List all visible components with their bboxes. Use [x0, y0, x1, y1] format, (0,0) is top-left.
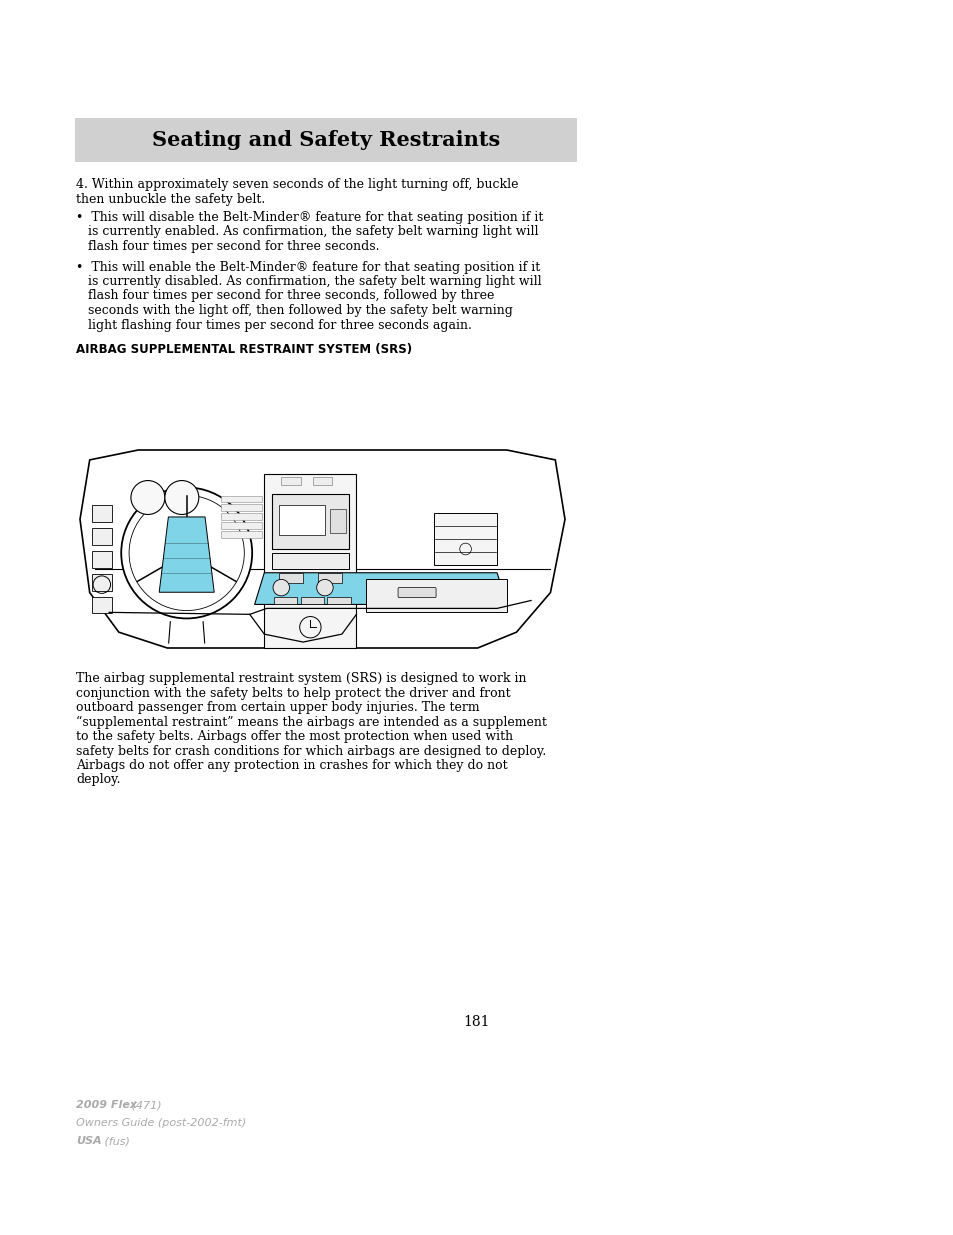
Bar	[220, 531, 262, 538]
Bar	[92, 505, 112, 522]
Text: outboard passenger from certain upper body injuries. The term: outboard passenger from certain upper bo…	[76, 701, 479, 714]
Circle shape	[273, 579, 289, 595]
Bar	[264, 474, 356, 648]
Bar	[92, 597, 112, 614]
Bar	[220, 522, 262, 530]
Text: 181: 181	[463, 1015, 490, 1029]
Bar	[272, 494, 349, 550]
Text: is currently enabled. As confirmation, the safety belt warning light will: is currently enabled. As confirmation, t…	[76, 226, 537, 238]
Text: “supplemental restraint” means the airbags are intended as a supplement: “supplemental restraint” means the airba…	[76, 715, 546, 729]
Bar	[330, 509, 345, 534]
Text: •  This will disable the Belt-Minder® feature for that seating position if it: • This will disable the Belt-Minder® fea…	[76, 211, 543, 224]
Text: 4. Within approximately seven seconds of the light turning off, buckle: 4. Within approximately seven seconds of…	[76, 178, 518, 191]
Text: Airbags do not offer any protection in crashes for which they do not: Airbags do not offer any protection in c…	[76, 760, 507, 772]
Text: conjunction with the safety belts to help protect the driver and front: conjunction with the safety belts to hel…	[76, 687, 510, 699]
Polygon shape	[80, 450, 564, 648]
Bar	[92, 551, 112, 568]
Bar	[313, 477, 332, 484]
Text: (471): (471)	[128, 1100, 161, 1110]
Bar	[434, 514, 497, 564]
Text: Owners Guide (post-2002-fmt): Owners Guide (post-2002-fmt)	[76, 1118, 246, 1128]
Bar	[300, 597, 324, 604]
Text: flash four times per second for three seconds, followed by three: flash four times per second for three se…	[76, 289, 494, 303]
Bar	[274, 597, 297, 604]
Circle shape	[121, 488, 252, 619]
Text: Seating and Safety Restraints: Seating and Safety Restraints	[152, 130, 499, 149]
Polygon shape	[254, 573, 506, 604]
Circle shape	[165, 480, 198, 515]
Bar	[278, 505, 325, 535]
Text: is currently disabled. As confirmation, the safety belt warning light will: is currently disabled. As confirmation, …	[76, 275, 541, 288]
Circle shape	[316, 579, 333, 595]
Circle shape	[172, 538, 201, 567]
Bar	[366, 579, 506, 613]
Bar	[220, 495, 262, 503]
Circle shape	[131, 480, 165, 515]
Text: 2009 Flex: 2009 Flex	[76, 1100, 137, 1110]
Bar	[75, 119, 577, 162]
Text: The airbag supplemental restraint system (SRS) is designed to work in: The airbag supplemental restraint system…	[76, 672, 526, 685]
Bar	[220, 514, 262, 520]
Bar	[92, 574, 112, 590]
Text: AIRBAG SUPPLEMENTAL RESTRAINT SYSTEM (SRS): AIRBAG SUPPLEMENTAL RESTRAINT SYSTEM (SR…	[76, 343, 412, 356]
Text: deploy.: deploy.	[76, 773, 120, 787]
Bar	[220, 504, 262, 511]
FancyBboxPatch shape	[397, 588, 436, 598]
Bar	[317, 573, 341, 583]
Bar	[92, 529, 112, 545]
Text: light flashing four times per second for three seconds again.: light flashing four times per second for…	[76, 319, 472, 331]
Bar	[80, 450, 564, 648]
Text: (fus): (fus)	[101, 1136, 130, 1146]
Text: seconds with the light off, then followed by the safety belt warning: seconds with the light off, then followe…	[76, 304, 513, 317]
Text: then unbuckle the safety belt.: then unbuckle the safety belt.	[76, 193, 265, 205]
Text: •  This will enable the Belt-Minder® feature for that seating position if it: • This will enable the Belt-Minder® feat…	[76, 261, 539, 273]
Bar	[272, 553, 349, 569]
Bar	[281, 477, 300, 484]
Text: flash four times per second for three seconds.: flash four times per second for three se…	[76, 240, 379, 253]
Text: safety belts for crash conditions for which airbags are designed to deploy.: safety belts for crash conditions for wh…	[76, 745, 546, 757]
Text: USA: USA	[76, 1136, 102, 1146]
Bar	[327, 597, 351, 604]
Text: to the safety belts. Airbags offer the most protection when used with: to the safety belts. Airbags offer the m…	[76, 730, 513, 743]
Polygon shape	[159, 517, 214, 593]
Bar	[278, 573, 303, 583]
